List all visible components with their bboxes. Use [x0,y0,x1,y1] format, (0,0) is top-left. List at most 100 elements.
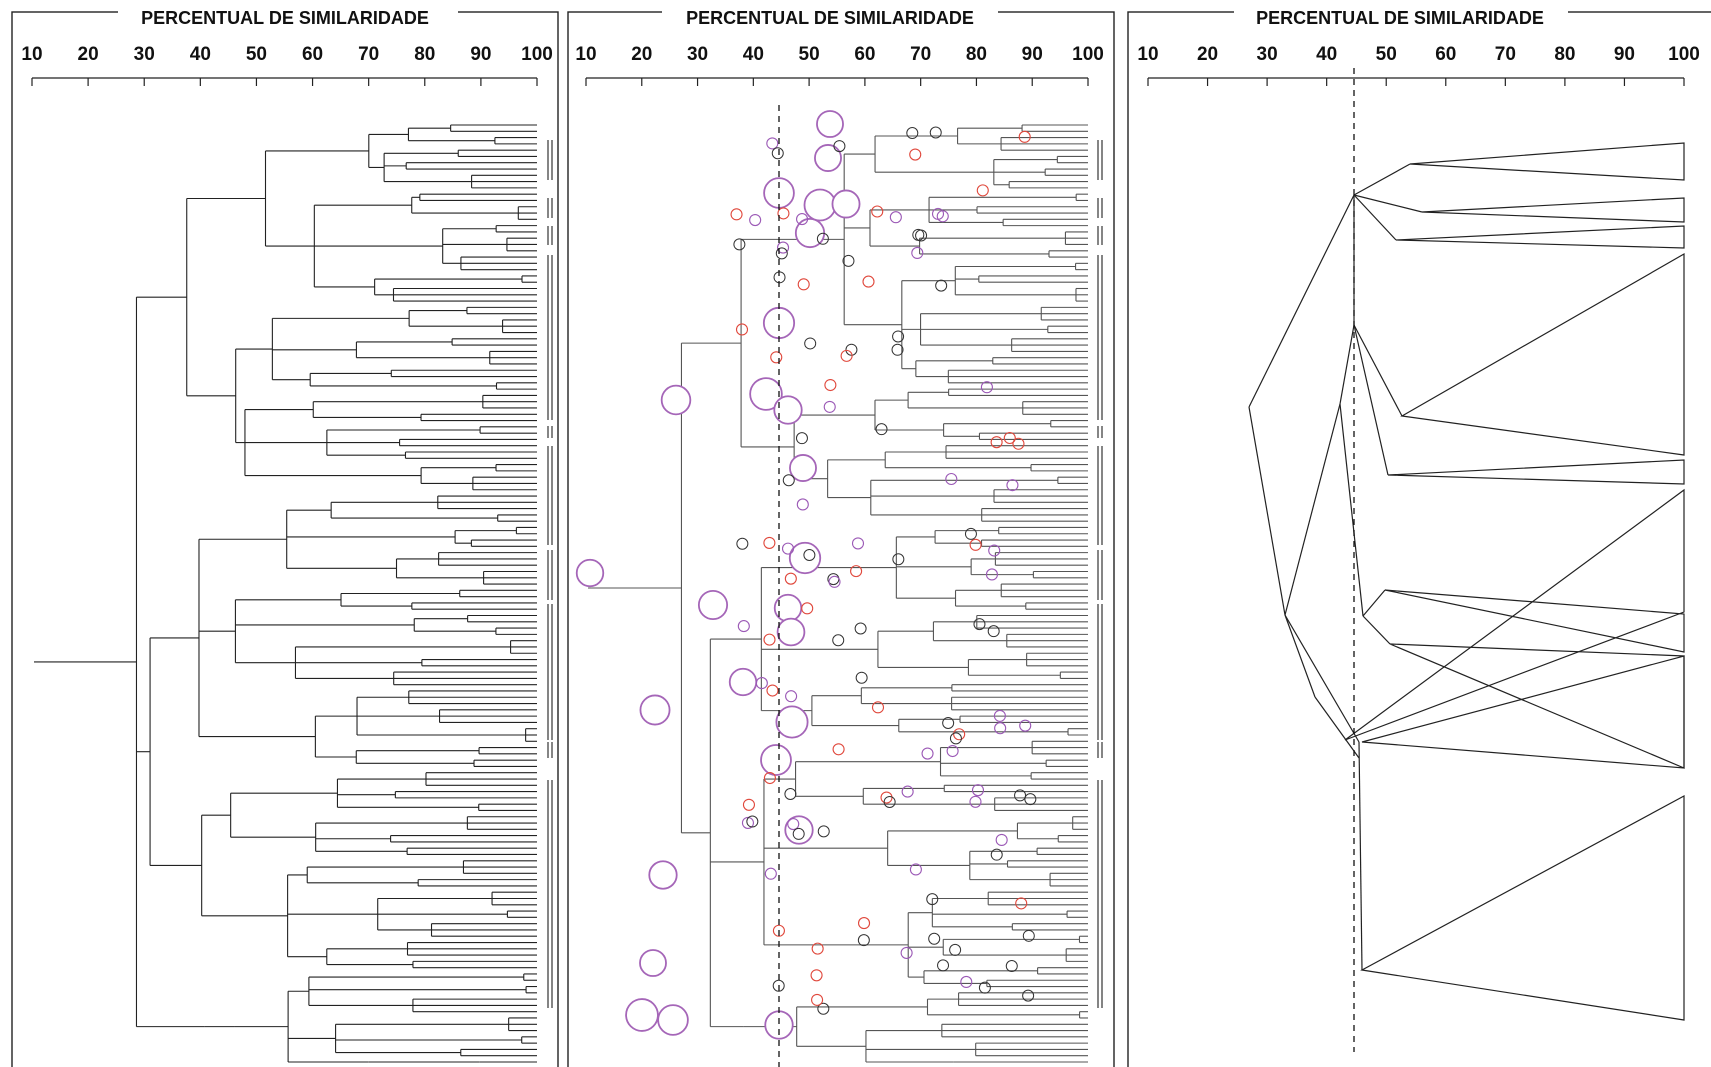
node-circle-small [842,254,855,267]
node-circle-large [773,593,803,623]
node-circle-small [900,946,913,959]
node-circle-small [785,690,798,703]
node-circle-large [639,694,671,726]
node-circle-small [796,213,809,226]
tick-label: 10 [575,44,596,65]
node-circle-small [871,701,885,714]
node-circle-small [796,498,809,511]
node-circle-small [875,423,888,436]
node-circle-small [949,732,962,745]
node-circle-small [942,717,955,730]
node-circle-small [995,833,1008,846]
node-circle-small [824,378,837,392]
node-circle-large [660,384,692,416]
node-circle-small [994,722,1007,735]
node-circle-small [733,238,746,251]
node-circle-small [737,620,750,633]
node-circle-small [1024,793,1037,806]
node-circle-small [945,472,958,486]
node-circle-large [762,306,796,340]
node-circle-small [929,126,942,139]
node-circle-small [755,677,768,690]
node-circle-small [770,351,783,364]
tick-label: 70 [358,44,379,65]
tick-label: 90 [470,44,491,65]
tick-label: 50 [799,44,820,65]
tick-label: 40 [1316,44,1337,65]
panel-1-title: PERCENTUAL DE SIMILARIDADE [141,8,429,28]
node-circle-small [823,400,836,413]
node-circle-small [771,147,784,160]
panel-2-title: PERCENTUAL DE SIMILARIDADE [686,8,974,28]
node-circle-small [891,343,904,356]
tree-edge [1248,194,1355,408]
node-circle-small [985,568,998,581]
tick-label: 90 [1022,44,1043,65]
tick-label: 10 [1137,44,1158,65]
tick-label: 100 [1072,44,1104,65]
cluster-wedge [1409,142,1685,181]
cluster-wedge [1395,225,1685,249]
tick-label: 60 [854,44,875,65]
node-circle-small [764,867,777,880]
node-circle-small [828,575,841,588]
node-circle-small [906,127,919,140]
node-circle-small [993,709,1006,722]
node-circle-large [760,744,792,776]
node-circle-small [763,771,776,785]
node-circle-small [921,747,934,760]
tick-label: 60 [302,44,323,65]
node-circle-small [990,848,1003,861]
node-circle-small [936,210,949,223]
node-circle-small [1015,897,1028,910]
tree-edge [1284,614,1360,743]
tree-edge [1248,406,1286,616]
node-circle-small [766,684,779,697]
node-circle-small [953,728,966,741]
node-circle-small [1022,929,1035,942]
node-circle-small [928,932,941,945]
node-circle-small [797,278,810,291]
node-circle-small [854,622,867,635]
node-circle-large [773,395,803,425]
tick-label: 40 [190,44,211,65]
tick-label: 50 [246,44,267,65]
node-circle-large [814,144,842,172]
node-circle-small [736,537,749,550]
node-circle-small [840,349,853,362]
cluster-wedge [1360,794,1685,1021]
node-circle-small [857,917,871,930]
tree-edge [1339,403,1364,617]
panel-1-tick-labels: 10 20 30 40 50 60 70 80 90 100 [21,44,553,86]
panel-3-frame [1127,11,1711,1067]
node-circle-small [777,207,790,220]
node-circle-large [784,815,814,845]
node-circle-large [749,377,783,411]
node-circle-small [978,981,991,994]
panel-1-tree [34,124,537,1063]
tick-label: 30 [687,44,708,65]
node-circle-small [816,232,829,245]
tick-label: 60 [1435,44,1456,65]
node-circle-small [988,544,1001,557]
node-circle-small [911,246,924,260]
tree-edge [1353,324,1403,417]
node-circle-small [889,211,902,224]
node-circle-small [1019,719,1032,732]
tree-edge [1353,194,1397,241]
node-circle-large [657,1004,689,1036]
node-circle-small [892,330,905,343]
tree-edge [1284,614,1316,698]
node-circle-small [1012,437,1025,450]
tick-label: 40 [743,44,764,65]
node-circle-small [969,538,982,551]
tick-label: 80 [966,44,987,65]
node-circle-small [811,993,824,1006]
node-circle-small [937,959,950,972]
node-circle-large [625,998,659,1032]
tick-label: 100 [521,44,553,65]
node-circle-small [832,743,845,756]
node-circle-small [763,536,776,549]
tick-label: 20 [78,44,99,65]
